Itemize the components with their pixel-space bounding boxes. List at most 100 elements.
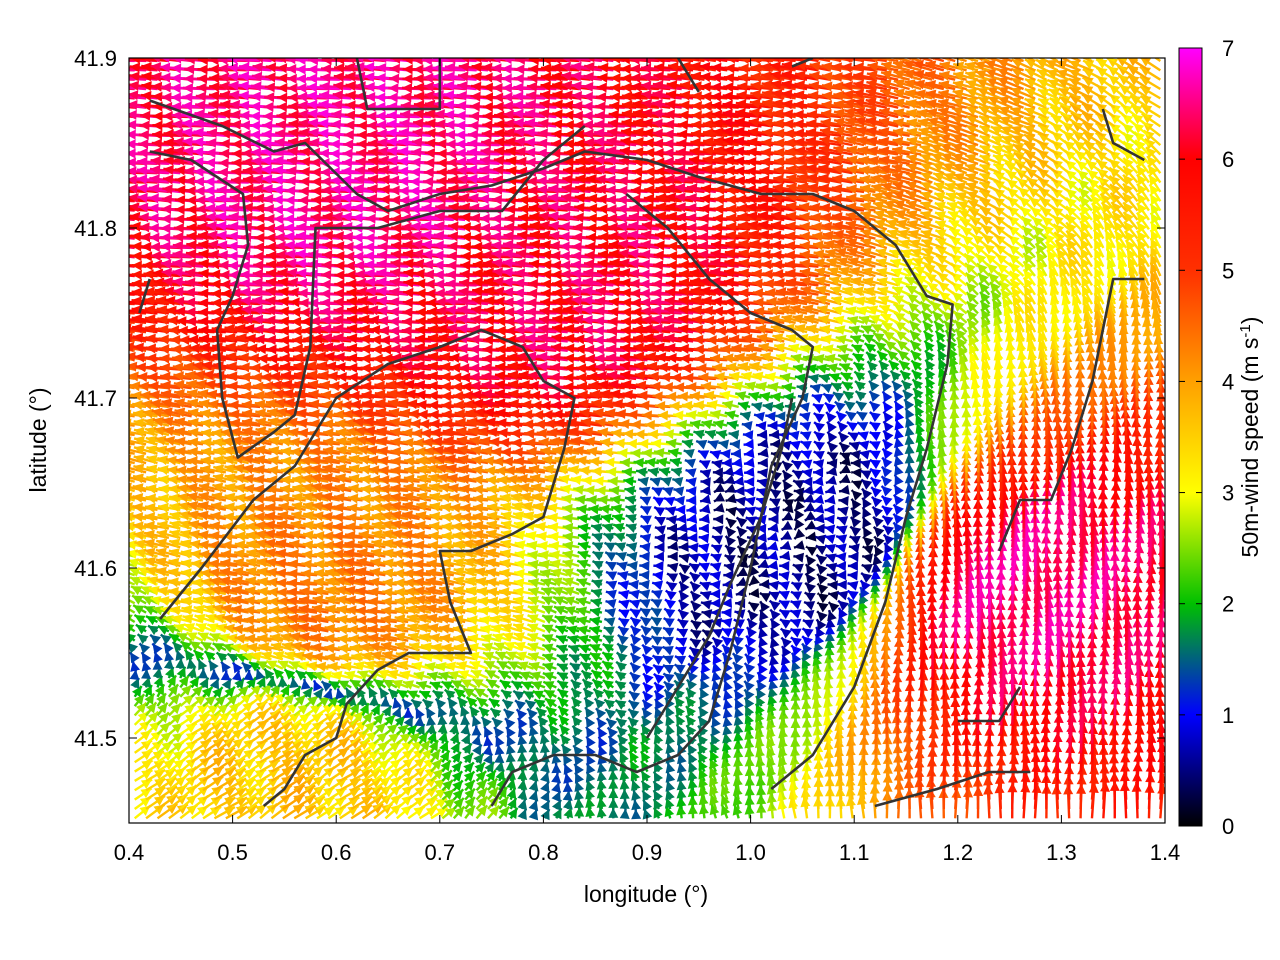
wind-vector [145,794,166,810]
wind-vector [156,768,177,782]
wind-vector [487,786,500,801]
wind-vector [316,796,335,810]
wind-vector [134,759,154,773]
wind-vector [732,784,743,800]
wind-vector [498,805,511,820]
wind-vector [631,779,641,791]
wind-vector [327,787,348,801]
wind-vector [464,779,476,792]
wind-vector [361,768,382,782]
wind-vector [145,786,166,801]
wind-vector [642,799,653,811]
wind-vector [585,796,596,810]
wind-vector [619,808,630,819]
wind-vector [202,805,222,820]
wind-vector [134,769,153,782]
wind-vector [451,760,463,773]
wind-vector [506,787,517,801]
wind-vector [777,781,787,800]
wind-vector [485,769,497,782]
wind-vector [640,780,652,792]
wind-vector [430,768,445,782]
wind-vector [145,759,166,773]
wind-vector [339,805,360,820]
wind-vector [441,779,454,792]
wind-vector [145,768,166,782]
wind-vector [293,774,316,792]
wind-vector [327,796,347,810]
wind-vector [247,777,267,792]
wind-vector [528,780,539,792]
wind-vector [698,784,709,800]
wind-vector [562,781,573,793]
wind-vector [156,794,178,810]
wind-vector [505,760,516,772]
wind-vector [562,790,573,801]
wind-vector [709,793,719,810]
wind-vector [506,778,517,791]
wind-vector [464,787,476,801]
wind-vector [475,770,487,782]
wind-vector [720,794,731,810]
wind-vector [451,770,464,783]
wind-vector [563,763,573,775]
wind-vector [540,790,551,803]
wind-vector [248,759,267,773]
wind-vector [720,774,731,791]
wind-vector [475,787,489,801]
wind-vector [640,770,651,782]
wind-vector [156,785,178,801]
wind-vector [247,768,267,782]
wind-vector [619,798,630,810]
wind-vector [452,779,464,792]
wind-vector [551,772,562,784]
wind-vector [145,777,166,792]
wind-vectors [129,58,1165,821]
wind-vector [517,798,528,811]
wind-vector [463,770,476,783]
wind-vector [708,766,719,782]
wind-vector [596,806,607,819]
wind-vector [475,804,489,820]
wind-vector [573,763,584,775]
wind-vector [304,795,326,810]
wind-vector [596,797,607,810]
wind-vector [361,759,381,773]
wind-vector [418,806,438,820]
wind-vector [732,804,743,819]
wind-vector [202,795,223,810]
wind-vector [361,803,384,820]
wind-vector [507,797,518,810]
wind-vector [156,776,177,792]
wind-vector [452,805,466,820]
wind-vector [497,786,508,801]
wind-vector [327,805,347,820]
wind-vector [720,784,731,801]
wind-vector [652,770,664,783]
wind-vector [641,789,652,802]
wind-vector [631,789,641,801]
wind-vector [619,769,630,782]
wind-vector [484,761,495,774]
wind-vector [528,808,539,821]
wind-vector [652,780,663,793]
wind-vector [339,796,360,811]
wind-vector [259,768,280,782]
wind-vector [418,786,438,801]
wind-vector [475,795,489,810]
wind-vector [475,778,488,792]
wind-vector [574,789,584,801]
wind-vector [528,789,539,802]
wind-vector [517,779,528,791]
wind-vector [441,806,457,820]
wind-vector [551,762,562,774]
wind-vector [463,761,475,774]
wind-vector [517,788,528,800]
wind-vector [540,771,550,783]
wind-vector [619,788,630,800]
wind-vector [430,797,448,810]
wind-vector [687,769,698,782]
wind-vector [517,808,527,821]
wind-vector [585,806,596,819]
